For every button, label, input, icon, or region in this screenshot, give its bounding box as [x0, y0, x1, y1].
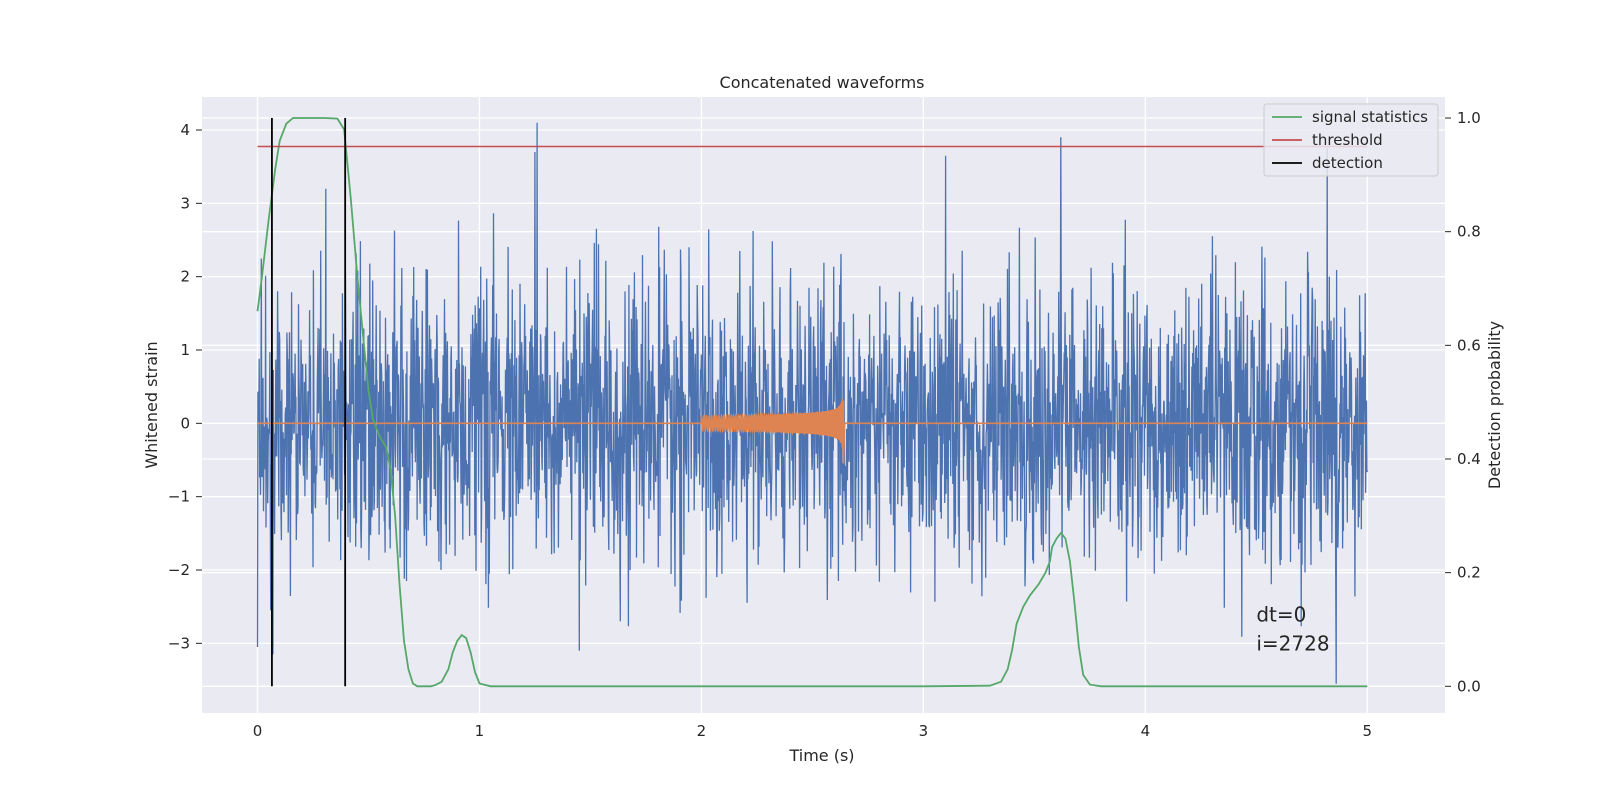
legend-label-threshold: threshold — [1312, 131, 1383, 149]
y-tick-label: 3 — [180, 194, 190, 212]
y-tick-label: 1 — [180, 341, 190, 359]
y-tick-label: 0 — [180, 414, 190, 432]
y-tick-label: 2 — [180, 268, 190, 286]
y-axis-ticks: −3 −2 −1 0 1 2 3 4 — [168, 121, 202, 652]
chart-title: Concatenated waveforms — [720, 73, 925, 92]
y-tick-label: −3 — [168, 634, 190, 652]
x-tick-label: 0 — [253, 722, 263, 740]
series-strain-line — [256, 122, 1368, 684]
y2-tick-label: 0.4 — [1457, 450, 1481, 468]
legend-label-detection: detection — [1312, 154, 1383, 172]
x-axis-label: Time (s) — [788, 746, 854, 765]
y-tick-label: −2 — [168, 561, 190, 579]
x-tick-label: 5 — [1363, 722, 1373, 740]
series-chirp-line — [257, 398, 1368, 464]
y2-tick-label: 0.2 — [1457, 564, 1481, 582]
series-detection-lines — [271, 118, 347, 687]
annotation-index: i=2728 — [1256, 632, 1329, 656]
y2-axis-label: Detection probability — [1485, 321, 1504, 489]
y2-tick-label: 0.0 — [1457, 677, 1481, 695]
legend: signal statistics threshold detection — [1263, 103, 1439, 177]
y2-tick-label: 1.0 — [1457, 109, 1481, 127]
series-layer — [256, 117, 1368, 688]
legend-label-signal-statistics: signal statistics — [1312, 108, 1428, 126]
y-tick-label: −1 — [168, 488, 190, 506]
y2-tick-label: 0.8 — [1457, 223, 1481, 241]
x-tick-label: 3 — [919, 722, 929, 740]
x-tick-label: 2 — [697, 722, 707, 740]
legend-box — [1263, 103, 1439, 177]
y2-axis-ticks: 0.0 0.2 0.4 0.6 0.8 1.0 — [1445, 109, 1481, 695]
x-tick-label: 4 — [1141, 722, 1151, 740]
annotation-dt: dt=0 — [1256, 602, 1306, 626]
x-tick-label: 1 — [475, 722, 485, 740]
y-axis-label: Whitened strain — [142, 341, 161, 468]
x-axis-ticks: 0 1 2 3 4 5 — [253, 722, 1372, 740]
y2-tick-label: 0.6 — [1457, 336, 1481, 354]
y-tick-label: 4 — [180, 121, 190, 139]
series-signal-statistics-line — [256, 117, 1368, 688]
